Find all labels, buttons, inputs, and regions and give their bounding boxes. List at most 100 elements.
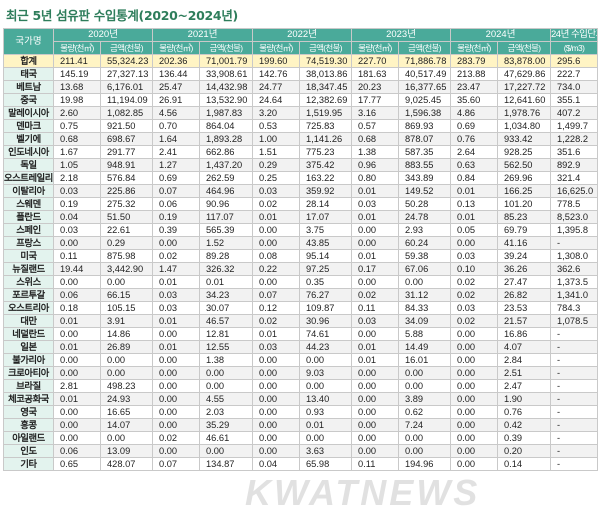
value-cell: 0.00 bbox=[152, 379, 200, 393]
value-cell: 225.86 bbox=[100, 184, 153, 198]
value-cell: 65.98 bbox=[299, 457, 352, 471]
value-cell: 134.87 bbox=[199, 457, 253, 471]
value-cell: 0.02 bbox=[252, 197, 300, 211]
value-cell: 84.33 bbox=[398, 301, 451, 315]
value-cell: 0.75 bbox=[53, 119, 101, 133]
value-cell: 31.12 bbox=[398, 288, 451, 302]
value-cell: 38,013.86 bbox=[299, 67, 352, 81]
value-cell: 0.00 bbox=[450, 353, 498, 367]
value-cell: 67.06 bbox=[398, 262, 451, 276]
value-cell: 407.2 bbox=[550, 106, 598, 120]
value-cell: 40,517.49 bbox=[398, 67, 451, 81]
country-cell: 독일 bbox=[3, 158, 54, 172]
value-cell: 27,327.13 bbox=[100, 67, 153, 81]
value-cell: 0.10 bbox=[450, 262, 498, 276]
value-cell: 2.51 bbox=[497, 366, 551, 380]
header-row-years: 국가명 2020년 2021년 2022년 2023년 2024년 24년 수입… bbox=[3, 28, 598, 55]
value-cell: 892.9 bbox=[550, 158, 598, 172]
country-cell: 네덜란드 bbox=[3, 327, 54, 341]
value-cell: 0.00 bbox=[450, 431, 498, 445]
country-cell: 스위스 bbox=[3, 275, 54, 289]
value-cell: - bbox=[550, 431, 598, 445]
value-cell: 89.28 bbox=[199, 249, 253, 263]
value-cell: 51.50 bbox=[100, 210, 153, 224]
value-cell: 43.85 bbox=[299, 236, 352, 250]
value-cell: 0.42 bbox=[497, 418, 551, 432]
value-cell: 3.16 bbox=[351, 106, 399, 120]
value-cell: 0.02 bbox=[252, 314, 300, 328]
value-cell: 0.00 bbox=[53, 366, 101, 380]
value-cell: 948.91 bbox=[100, 158, 153, 172]
country-cell: 기타 bbox=[3, 457, 54, 471]
value-cell: 0.00 bbox=[252, 275, 300, 289]
value-cell: 0.00 bbox=[398, 431, 451, 445]
value-cell: 0.04 bbox=[53, 210, 101, 224]
value-cell: 0.00 bbox=[299, 379, 352, 393]
value-cell: 1,519.95 bbox=[299, 106, 352, 120]
value-cell: 326.32 bbox=[199, 262, 253, 276]
value-cell: 4.86 bbox=[450, 106, 498, 120]
value-cell: 2.47 bbox=[497, 379, 551, 393]
value-cell: 4.55 bbox=[199, 392, 253, 406]
value-cell: 0.03 bbox=[450, 301, 498, 315]
value-cell: 464.96 bbox=[199, 184, 253, 198]
value-cell: 1,499.7 bbox=[550, 119, 598, 133]
quantity-header: 물량(천㎥) bbox=[53, 41, 101, 55]
table-row: 포르투갈 0.06 66.15 0.03 34.23 0.07 76.27 0.02 31.12… bbox=[3, 288, 598, 302]
country-cell: 오스트레일리아 bbox=[3, 171, 54, 185]
value-cell: 142.76 bbox=[252, 67, 300, 81]
value-cell: 291.77 bbox=[100, 145, 153, 159]
value-cell: 2.41 bbox=[152, 145, 200, 159]
country-cell: 포르투갈 bbox=[3, 288, 54, 302]
value-cell: 355.1 bbox=[550, 93, 598, 107]
value-cell: 11,194.09 bbox=[100, 93, 153, 107]
value-cell: 101.20 bbox=[497, 197, 551, 211]
value-cell: 343.89 bbox=[398, 171, 451, 185]
value-cell: 0.00 bbox=[152, 418, 200, 432]
value-cell: 3.75 bbox=[299, 223, 352, 237]
value-cell: 105.15 bbox=[100, 301, 153, 315]
table-row: 오스트레일리아2.18576.840.69262.590.25163.220.8… bbox=[3, 171, 598, 185]
value-cell: 25.47 bbox=[152, 80, 200, 94]
value-cell: 0.00 bbox=[351, 405, 399, 419]
value-cell: 17,227.72 bbox=[497, 80, 551, 94]
value-cell: 222.7 bbox=[550, 67, 598, 81]
country-cell: 홍콩 bbox=[3, 418, 54, 432]
value-cell: 0.00 bbox=[152, 392, 200, 406]
value-cell: 0.00 bbox=[199, 366, 253, 380]
table-row: 프랑스 0.00 0.29 0.00 1.52 0.00 43.85 0.00 60.24 0.0… bbox=[3, 236, 598, 250]
value-cell: 28.14 bbox=[299, 197, 352, 211]
value-cell: 0.01 bbox=[199, 275, 253, 289]
table-row: 홍콩 0.00 14.07 0.00 35.29 0.00 0.01 0.00 7.24 0.00… bbox=[3, 418, 598, 432]
year-header: 2020년 bbox=[53, 28, 153, 42]
value-cell: 0.01 bbox=[450, 210, 498, 224]
value-cell: 24.64 bbox=[252, 93, 300, 107]
total-row: 합계 211.41 55,324.23 202.36 71,001.79 199.60 74… bbox=[3, 54, 598, 68]
value-cell: 24.77 bbox=[252, 80, 300, 94]
value-cell: 27.47 bbox=[497, 275, 551, 289]
value-cell: 0.00 bbox=[252, 366, 300, 380]
table-row: 네덜란드 0.00 14.86 0.00 12.81 0.01 74.61 0.00 5.88 0… bbox=[3, 327, 598, 341]
value-cell: 883.55 bbox=[398, 158, 451, 172]
value-cell: 1,395.8 bbox=[550, 223, 598, 237]
value-cell: 46.57 bbox=[199, 314, 253, 328]
value-cell: 0.00 bbox=[152, 327, 200, 341]
value-cell: 0.20 bbox=[497, 444, 551, 458]
value-cell: 74,519.30 bbox=[299, 54, 352, 68]
value-cell: 0.69 bbox=[450, 119, 498, 133]
country-cell: 베트남 bbox=[3, 80, 54, 94]
value-cell: 3.63 bbox=[299, 444, 352, 458]
value-cell: 0.00 bbox=[53, 275, 101, 289]
value-cell: 23.47 bbox=[450, 80, 498, 94]
table-row: 폴란드 0.04 51.50 0.19 117.07 0.01 17.07 0.01 24.78… bbox=[3, 210, 598, 224]
value-cell: 0.19 bbox=[53, 197, 101, 211]
value-cell: - bbox=[550, 405, 598, 419]
value-cell: 0.14 bbox=[497, 457, 551, 471]
value-cell: 0.04 bbox=[252, 457, 300, 471]
value-cell: 1.64 bbox=[152, 132, 200, 146]
value-cell: 0.01 bbox=[152, 340, 200, 354]
value-cell: 0.19 bbox=[152, 210, 200, 224]
country-cell: 스웨덴 bbox=[3, 197, 54, 211]
amount-header: 금액(천불) bbox=[497, 41, 551, 55]
value-cell: 0.01 bbox=[252, 327, 300, 341]
